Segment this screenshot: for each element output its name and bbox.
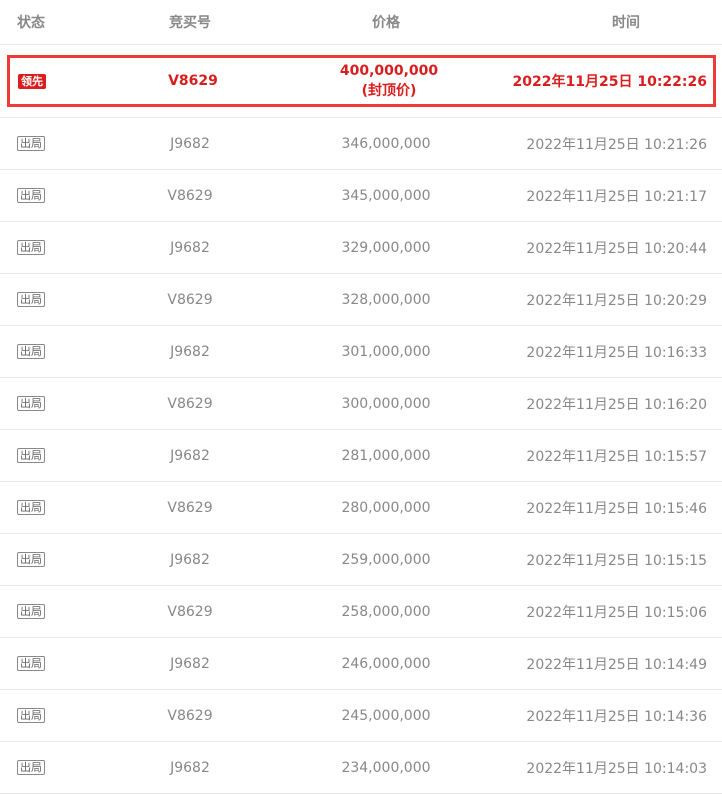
bidder-number: J9682 <box>170 551 210 568</box>
header-bidder: 竞买号 <box>169 15 211 31</box>
status-badge-out: 出局 <box>17 656 45 671</box>
bid-time: 2022年11月25日 10:15:15 <box>526 552 707 569</box>
table-header: 状态 竞买号 价格 时间 <box>0 0 722 45</box>
status-badge-out: 出局 <box>17 188 45 203</box>
bidder-number: J9682 <box>170 343 210 360</box>
bidder-number: V8629 <box>168 73 218 89</box>
bid-price: 300,000,000 <box>341 395 431 412</box>
status-badge-out: 出局 <box>17 344 45 359</box>
status-badge-out: 出局 <box>17 760 45 775</box>
header-time: 时间 <box>612 15 640 31</box>
table-row: 出局 J9682 346,000,000 2022年11月25日 10:21:2… <box>0 118 722 170</box>
bidder-number: J9682 <box>170 135 210 152</box>
bid-time: 2022年11月25日 10:14:49 <box>526 656 707 673</box>
status-badge-out: 出局 <box>17 240 45 255</box>
table-row: 出局 J9682 329,000,000 2022年11月25日 10:20:4… <box>0 222 722 274</box>
status-badge-out: 出局 <box>17 292 45 307</box>
bid-price: 328,000,000 <box>341 291 431 308</box>
bid-price: 246,000,000 <box>341 655 431 672</box>
status-badge-out: 出局 <box>17 552 45 567</box>
table-row: 出局 V8629 300,000,000 2022年11月25日 10:16:2… <box>0 378 722 430</box>
bid-price: 345,000,000 <box>341 187 431 204</box>
bid-time: 2022年11月25日 10:15:06 <box>526 604 707 621</box>
status-badge-out: 出局 <box>17 500 45 515</box>
table-row: 出局 V8629 280,000,000 2022年11月25日 10:15:4… <box>0 482 722 534</box>
status-badge-out: 出局 <box>17 708 45 723</box>
status-badge-leading: 领先 <box>18 73 46 89</box>
bidder-number: J9682 <box>170 759 210 776</box>
table-row: 出局 V8629 345,000,000 2022年11月25日 10:21:1… <box>0 170 722 222</box>
table-row: 出局 J9682 301,000,000 2022年11月25日 10:16:3… <box>0 326 722 378</box>
bid-price: 329,000,000 <box>341 239 431 256</box>
bid-time: 2022年11月25日 10:14:36 <box>526 708 707 725</box>
bid-price: 258,000,000 <box>341 603 431 620</box>
table-row: 出局 J9682 246,000,000 2022年11月25日 10:14:4… <box>0 638 722 690</box>
bidder-number: J9682 <box>170 447 210 464</box>
bidder-number: V8629 <box>167 291 213 308</box>
bid-time: 2022年11月25日 10:15:46 <box>526 500 707 517</box>
bid-price: 245,000,000 <box>341 707 431 724</box>
bid-price: 346,000,000 <box>341 135 431 152</box>
bidder-number: V8629 <box>167 603 213 620</box>
bidder-number: J9682 <box>170 239 210 256</box>
bidder-number: V8629 <box>167 395 213 412</box>
header-price: 价格 <box>372 15 400 31</box>
bid-price: 280,000,000 <box>341 499 431 516</box>
price-value: 400,000,000 <box>339 63 439 79</box>
divider <box>0 117 722 118</box>
bid-price: 234,000,000 <box>341 759 431 776</box>
bid-price: 301,000,000 <box>341 343 431 360</box>
bidder-number: J9682 <box>170 655 210 672</box>
bid-time: 2022年11月25日 10:14:03 <box>526 760 707 777</box>
bid-price: 259,000,000 <box>341 551 431 568</box>
bid-price: 400,000,000 (封顶价) <box>303 58 475 104</box>
bid-time: 2022年11月25日 10:22:26 <box>512 74 707 90</box>
price-note: (封顶价) <box>361 83 417 99</box>
table-row: 出局 J9682 259,000,000 2022年11月25日 10:15:1… <box>0 534 722 586</box>
table-row: 出局 V8629 328,000,000 2022年11月25日 10:20:2… <box>0 274 722 326</box>
table-row: 出局 V8629 258,000,000 2022年11月25日 10:15:0… <box>0 586 722 638</box>
bid-time: 2022年11月25日 10:21:17 <box>526 188 707 205</box>
bidder-number: V8629 <box>167 707 213 724</box>
leading-bid-row: 领先 V8629 400,000,000 (封顶价) 2022年11月25日 1… <box>7 55 716 107</box>
bid-time: 2022年11月25日 10:15:57 <box>526 448 707 465</box>
table-row: 出局 V8629 245,000,000 2022年11月25日 10:14:3… <box>0 690 722 742</box>
table-row: 出局 J9682 234,000,000 2022年11月25日 10:14:0… <box>0 742 722 794</box>
bid-time: 2022年11月25日 10:21:26 <box>526 136 707 153</box>
status-badge-out: 出局 <box>17 604 45 619</box>
table-row: 出局 J9682 281,000,000 2022年11月25日 10:15:5… <box>0 430 722 482</box>
status-badge-out: 出局 <box>17 396 45 411</box>
bid-time: 2022年11月25日 10:20:29 <box>526 292 707 309</box>
bidder-number: V8629 <box>167 187 213 204</box>
bidder-number: V8629 <box>167 499 213 516</box>
status-badge-out: 出局 <box>17 448 45 463</box>
header-status: 状态 <box>17 15 45 31</box>
bid-time: 2022年11月25日 10:16:20 <box>526 396 707 413</box>
status-badge-out: 出局 <box>17 136 45 151</box>
bid-price: 281,000,000 <box>341 447 431 464</box>
bid-time: 2022年11月25日 10:20:44 <box>526 240 707 257</box>
bid-time: 2022年11月25日 10:16:33 <box>526 344 707 361</box>
